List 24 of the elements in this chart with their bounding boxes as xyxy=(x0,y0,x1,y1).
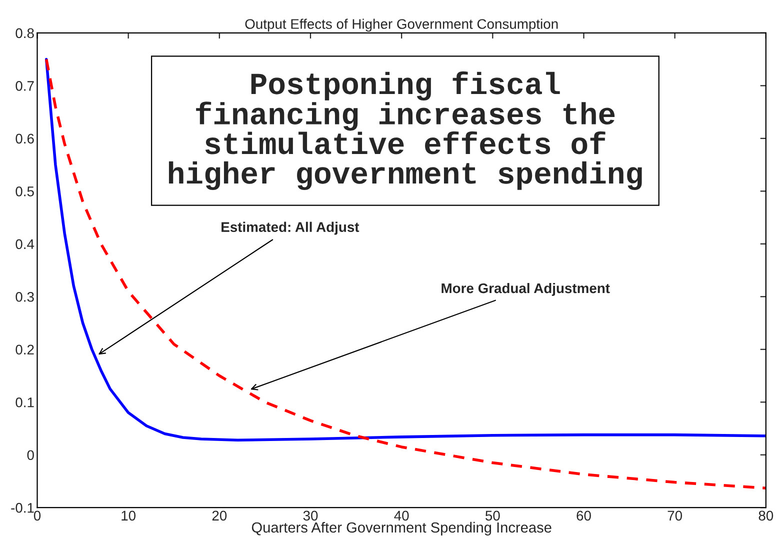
x-axis-title: Quarters After Government Spending Increase xyxy=(252,522,552,536)
y-tick-label: 0 xyxy=(27,450,34,460)
y-tick-label: 0.7 xyxy=(16,81,34,91)
annotation: Estimated: All Adjust xyxy=(222,222,360,235)
y-tick-label: 0.2 xyxy=(16,344,34,355)
y-tick-label: 0.3 xyxy=(16,292,34,302)
x-tick-label: 0 xyxy=(34,510,41,521)
chart-title: Output Effects of Higher Government Consumption xyxy=(245,18,558,32)
x-tick-label: 60 xyxy=(576,510,591,521)
annotation: More Gradual Adjustment xyxy=(442,282,610,296)
x-tick-label: 80 xyxy=(758,510,774,521)
x-tick-label: 10 xyxy=(122,510,136,521)
y-tick-label: 0.6 xyxy=(16,134,34,144)
y-tick-label: 0.8 xyxy=(16,28,34,38)
annotation: Postponing fiscal financing increases the stimulative effects of higher government spending xyxy=(168,71,642,190)
x-tick-label: 70 xyxy=(668,510,682,521)
y-tick-label: 0.4 xyxy=(16,239,34,250)
x-tick-label: 20 xyxy=(212,510,227,521)
x-tick-label: 50 xyxy=(485,510,500,521)
x-tick-label: 40 xyxy=(394,510,409,521)
x-tick-label: 30 xyxy=(303,510,318,521)
y-tick-label: -0.1 xyxy=(11,502,34,513)
y-tick-label: 0.5 xyxy=(16,186,34,196)
y-tick-label: 0.1 xyxy=(16,397,34,408)
